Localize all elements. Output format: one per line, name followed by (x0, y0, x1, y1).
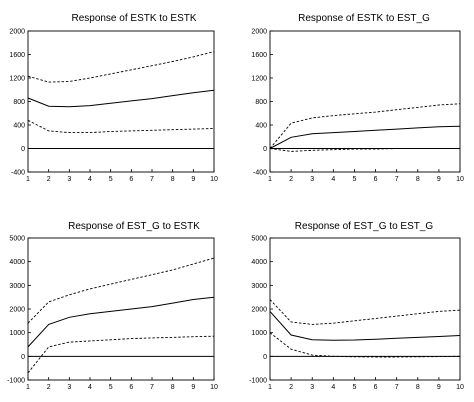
y-tick-label: 1000 (9, 330, 25, 337)
panel-title: Response of EST_G to EST_G (295, 221, 434, 232)
y-tick-label: 0 (21, 146, 25, 153)
x-tick-label: 10 (210, 176, 218, 183)
plot-frame (27, 237, 215, 381)
panel-est-g-to-est-g: Response of EST_G to EST_G -1000 0 1000 200… (249, 221, 464, 391)
x-tick-label: 5 (109, 176, 113, 183)
panel-est-g-to-estk: Response of EST_G to ESTK -1000 0 1000 2000… (7, 221, 218, 391)
y-tick-label: 3000 (251, 283, 267, 290)
x-tick-label: 4 (88, 176, 92, 183)
y-tick-label: 2000 (251, 29, 267, 36)
x-tick-label: 5 (109, 384, 113, 391)
lower-band-line (27, 335, 215, 374)
response-line (27, 89, 215, 108)
x-tick-label: 2 (47, 384, 51, 391)
y-tick-label: 3000 (9, 283, 25, 290)
lower-band-line (269, 148, 460, 152)
lower-band-line (27, 119, 215, 134)
y-tick-label: -1000 (7, 378, 25, 385)
x-tick-label: 5 (352, 384, 356, 391)
y-tick-label: 4000 (251, 259, 267, 266)
x-tick-label: 3 (67, 176, 71, 183)
y-tick-label: 0 (263, 146, 267, 153)
x-tick-label: 7 (395, 384, 399, 391)
x-tick-label: 1 (268, 176, 272, 183)
x-tick-label: 9 (437, 176, 441, 183)
x-tick-label: 5 (352, 176, 356, 183)
x-tick-label: 8 (416, 176, 420, 183)
y-tick-label: 800 (255, 99, 267, 106)
x-tick-label: 4 (331, 176, 335, 183)
y-tick-label: -400 (11, 170, 25, 177)
y-tick-label: -1000 (249, 378, 267, 385)
y-tick-label: 2000 (9, 307, 25, 314)
lower-band-line (269, 332, 461, 358)
upper-band-line (27, 257, 215, 324)
y-tick-label: 400 (13, 123, 25, 130)
plot-frame (269, 30, 461, 173)
panel-title: Response of ESTK to EST_G (298, 13, 430, 24)
x-tick-label: 2 (289, 176, 293, 183)
x-tick-label: 1 (268, 384, 272, 391)
y-tick-label: 4000 (9, 259, 25, 266)
plot-frame (27, 30, 215, 173)
y-tick-label: 1000 (251, 330, 267, 337)
x-tick-label: 4 (88, 384, 92, 391)
x-tick-label: 10 (456, 176, 464, 183)
x-tick-label: 6 (374, 384, 378, 391)
y-tick-label: 1200 (251, 76, 267, 83)
y-tick-label: 1600 (251, 52, 267, 59)
x-tick-label: 8 (171, 384, 175, 391)
panel-estk-to-estk: Response of ESTK to ESTK -40004008001200… (9, 13, 218, 183)
panel-title: Response of EST_G to ESTK (68, 221, 200, 232)
x-tick-label: 7 (150, 176, 154, 183)
y-tick-label: 800 (13, 99, 25, 106)
x-tick-label: 6 (129, 384, 133, 391)
upper-band-line (269, 299, 461, 325)
y-tick-label: 400 (255, 123, 267, 130)
plot-frame (269, 237, 461, 381)
y-tick-label: -400 (253, 170, 267, 177)
x-tick-label: 3 (67, 384, 71, 391)
response-line (269, 125, 461, 149)
upper-band-line (27, 51, 215, 83)
y-tick-label: 5000 (251, 236, 267, 243)
y-tick-label: 0 (21, 354, 25, 361)
x-tick-label: 3 (310, 384, 314, 391)
x-tick-label: 2 (289, 384, 293, 391)
y-tick-label: 1200 (9, 76, 25, 83)
x-tick-label: 7 (150, 384, 154, 391)
x-tick-label: 8 (416, 384, 420, 391)
upper-band-line (269, 103, 461, 149)
x-tick-label: 8 (171, 176, 175, 183)
x-tick-label: 7 (395, 176, 399, 183)
x-tick-label: 2 (47, 176, 51, 183)
y-tick-label: 0 (263, 354, 267, 361)
panel-estk-to-est-g: Response of ESTK to EST_G -4000400800120… (251, 13, 464, 183)
x-tick-label: 9 (437, 384, 441, 391)
y-tick-label: 2000 (9, 29, 25, 36)
x-tick-label: 1 (26, 176, 30, 183)
x-tick-label: 10 (210, 384, 218, 391)
x-tick-label: 1 (26, 384, 30, 391)
x-tick-label: 9 (191, 384, 195, 391)
response-line (27, 296, 215, 348)
x-tick-label: 9 (191, 176, 195, 183)
y-tick-label: 5000 (9, 236, 25, 243)
y-tick-label: 2000 (251, 307, 267, 314)
x-tick-label: 6 (129, 176, 133, 183)
x-tick-label: 6 (374, 176, 378, 183)
x-tick-label: 10 (456, 384, 464, 391)
response-line (269, 311, 461, 341)
x-tick-label: 4 (331, 384, 335, 391)
y-tick-label: 1600 (9, 52, 25, 59)
panel-title: Response of ESTK to ESTK (71, 13, 196, 24)
x-tick-label: 3 (310, 176, 314, 183)
